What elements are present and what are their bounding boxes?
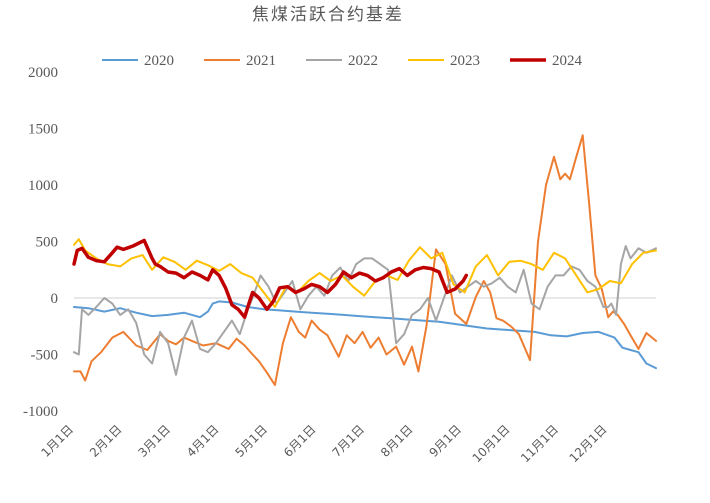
- y-axis: 2000 1500 1000 500 0 -500 -1000: [23, 65, 58, 420]
- x-tick-label: 8月1日: [378, 422, 416, 460]
- x-tick-label: 2月1日: [87, 422, 125, 460]
- y-tick-label: 2000: [28, 65, 58, 81]
- x-tick-label: 4月1日: [184, 422, 222, 460]
- x-tick-label: 12月1日: [567, 422, 610, 465]
- x-tick-label: 6月1日: [281, 422, 319, 460]
- series-layer: [72, 134, 657, 386]
- x-tick-label: 11月1日: [518, 422, 561, 465]
- legend: 2020 2021 2022 2023 2024: [102, 53, 583, 69]
- y-tick-label: 0: [51, 291, 59, 307]
- x-tick-label: 3月1日: [135, 422, 173, 460]
- y-tick-label: -500: [31, 348, 59, 364]
- series-line-2024: [72, 238, 469, 319]
- x-tick-label: 10月1日: [470, 422, 513, 465]
- x-tick-label: 7月1日: [329, 422, 367, 460]
- series-line-2022: [73, 245, 657, 376]
- chart-title: 焦煤活跃合约基差: [252, 5, 404, 25]
- y-tick-label: 500: [36, 235, 59, 251]
- legend-label-2024: 2024: [552, 53, 583, 69]
- x-tick-label: 5月1日: [232, 422, 270, 460]
- legend-label-2022: 2022: [348, 53, 378, 69]
- x-axis: 1月1日 2月1日 3月1日 4月1日 5月1日 6月1日 7月1日 8月1日 9月1日 10月1…: [38, 422, 609, 465]
- series-line-2020: [73, 300, 657, 370]
- legend-label-2021: 2021: [246, 53, 276, 69]
- y-tick-label: 1500: [28, 122, 58, 138]
- x-tick-label: 9月1日: [426, 422, 464, 460]
- x-tick-label: 1月1日: [38, 422, 76, 460]
- y-tick-label: 1000: [28, 178, 58, 194]
- y-tick-label: -1000: [23, 404, 58, 420]
- legend-label-2020: 2020: [144, 53, 174, 69]
- series-line-2023: [73, 238, 657, 308]
- legend-label-2023: 2023: [450, 53, 480, 69]
